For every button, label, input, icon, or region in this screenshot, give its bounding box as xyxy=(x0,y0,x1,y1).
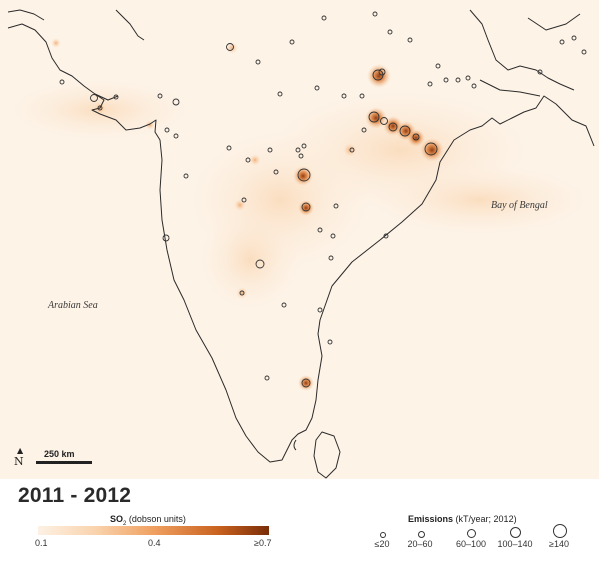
scale-bar xyxy=(36,461,92,464)
scale-label: 250 km xyxy=(44,449,75,459)
emissions-class-4: 100–140 xyxy=(490,522,540,556)
emissions-title-rest: (kT/year; 2012) xyxy=(455,514,517,524)
emissions-circle-icon xyxy=(418,531,425,538)
emissions-legend-title: Emissions (kT/year; 2012) xyxy=(408,514,517,524)
emissions-title-bold: Emissions xyxy=(408,514,454,524)
emissions-circle-icon xyxy=(553,524,567,538)
period-title: 2011 - 2012 xyxy=(18,484,132,507)
so2-color-ramp xyxy=(38,526,269,535)
map-panel[interactable]: Arabian Sea Bay of Bengal ▲ N 250 km xyxy=(0,0,599,479)
coastline xyxy=(7,9,595,479)
so2-title-prefix: SO xyxy=(110,514,124,524)
emissions-class-3: 60–100 xyxy=(446,522,496,556)
so2-hotspots xyxy=(51,38,444,391)
so2-mid-label: 0.4 xyxy=(148,538,161,548)
emissions-class-label: 60–100 xyxy=(455,539,487,549)
so2-title-sub: 2 xyxy=(123,520,127,527)
so2-min-label: 0.1 xyxy=(35,538,48,548)
emissions-class-5: ≥140 xyxy=(534,522,584,556)
emissions-circle-icon xyxy=(380,532,386,538)
emissions-class-2: 20–60 xyxy=(373,522,433,556)
emissions-class-1: ≤20 xyxy=(357,522,407,556)
emissions-circle-icon xyxy=(510,527,521,538)
map-canvas xyxy=(7,9,595,479)
so2-max-label: ≥0.7 xyxy=(254,538,272,548)
emissions-class-label: ≥140 xyxy=(549,539,569,549)
emissions-class-label: 20–60 xyxy=(407,539,433,549)
north-arrow-icon: ▲ N xyxy=(14,446,24,469)
emissions-class-label: ≤20 xyxy=(374,539,390,549)
emissions-class-label: 100–140 xyxy=(497,539,533,549)
emission-sources xyxy=(59,11,587,388)
north-symbol: N xyxy=(14,455,24,468)
so2-title-units: (dobson units) xyxy=(128,514,186,524)
so2-haze xyxy=(10,80,590,310)
legend-area: 2011 - 2012 SO2 (dobson units) 0.1 0.4 ≥… xyxy=(0,479,599,567)
emissions-circle-icon xyxy=(467,529,476,538)
bay-of-bengal-label: Bay of Bengal xyxy=(491,200,548,211)
arabian-sea-label: Arabian Sea xyxy=(48,300,98,311)
so2-legend-title: SO2 (dobson units) xyxy=(110,514,186,527)
